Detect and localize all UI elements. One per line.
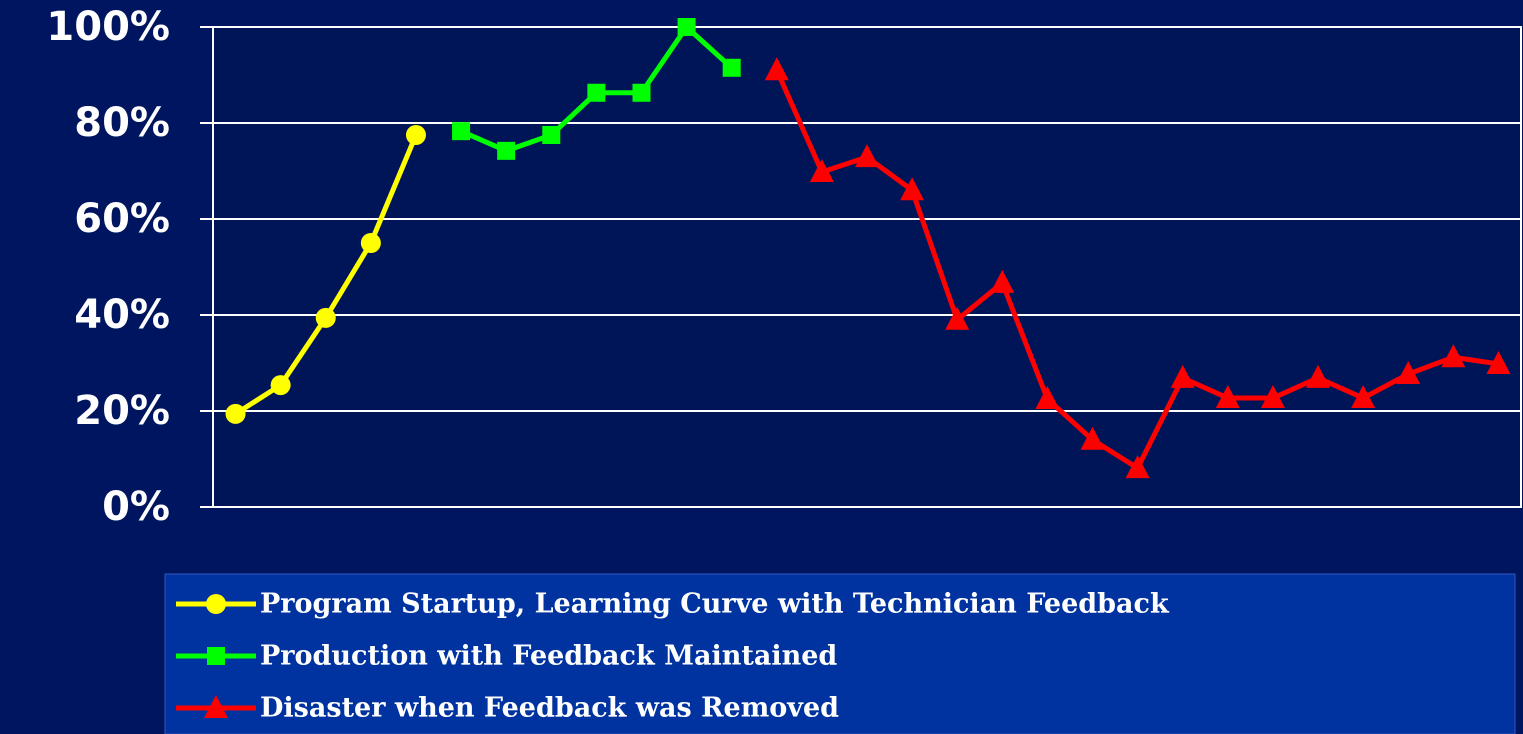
point [1215, 385, 1240, 409]
legend-label: Program Startup, Learning Curve with Tec… [260, 589, 1170, 620]
point [632, 83, 651, 102]
legend-marker [204, 695, 228, 718]
point [945, 306, 970, 330]
plot-area [212, 26, 1522, 508]
point [764, 57, 789, 81]
point [587, 83, 606, 102]
point [270, 375, 291, 396]
legend-box [164, 573, 1516, 734]
point [1035, 386, 1060, 409]
point [1441, 344, 1466, 368]
y-tick-label: 60% [74, 196, 170, 242]
point [1080, 426, 1105, 450]
point [405, 125, 426, 145]
point [809, 158, 834, 182]
point [990, 269, 1015, 293]
point [1486, 350, 1511, 374]
point [315, 307, 336, 328]
point [677, 18, 696, 36]
y-tick-label: 20% [74, 388, 170, 434]
point [1170, 364, 1195, 388]
legend-label: Disaster when Feedback was Removed [260, 693, 839, 724]
legend-marker [206, 594, 226, 614]
point [497, 141, 516, 160]
point [1306, 364, 1331, 388]
y-tick-label: 0% [102, 484, 170, 530]
point [900, 177, 925, 201]
point [1125, 455, 1150, 479]
legend-label: Production with Feedback Maintained [260, 641, 837, 672]
y-tick-label: 80% [74, 100, 170, 146]
point [855, 144, 879, 168]
point [722, 58, 741, 77]
point [1351, 385, 1376, 409]
point [542, 126, 561, 144]
y-tick-label: 100% [46, 4, 170, 50]
point [1396, 361, 1421, 385]
y-tick-label: 40% [74, 292, 170, 338]
point [225, 403, 246, 424]
legend-marker [207, 647, 225, 665]
point [360, 233, 381, 253]
point [1260, 385, 1285, 409]
point [452, 122, 471, 141]
